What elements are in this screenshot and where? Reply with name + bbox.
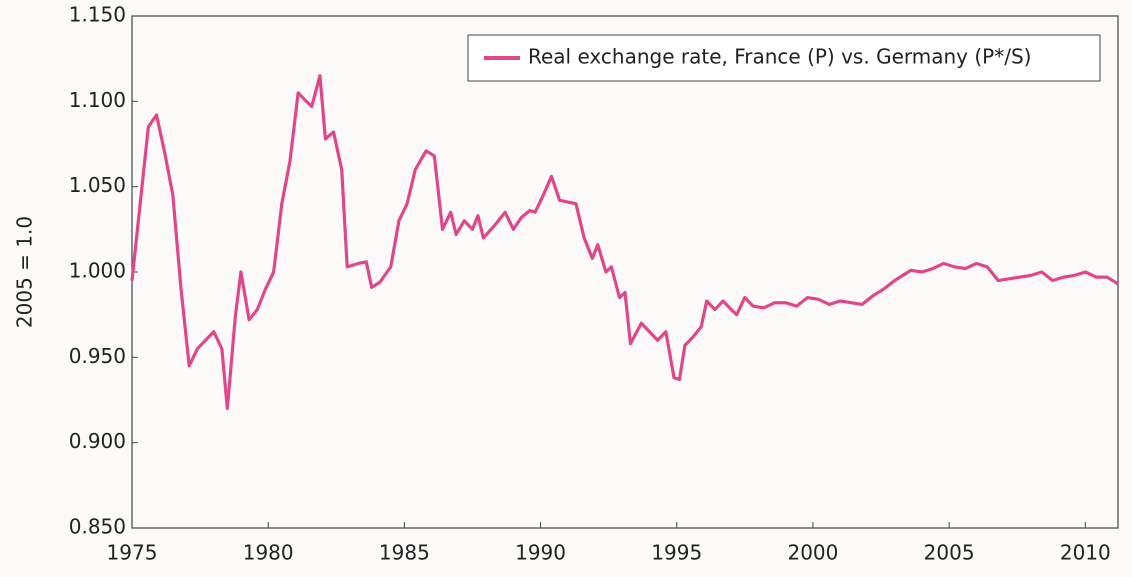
- y-tick-label: 0.850: [69, 515, 126, 539]
- x-tick-label: 1990: [515, 541, 566, 565]
- series-line: [130, 74, 1119, 411]
- x-tick-label: 1995: [651, 541, 702, 565]
- legend-box: [467, 34, 1101, 82]
- y-tick-label: 1.150: [69, 3, 126, 27]
- plot-frame: [131, 15, 1119, 529]
- legend-label: Real exchange rate, France (P) vs. Germa…: [528, 45, 1031, 69]
- y-tick-label: 0.900: [69, 429, 126, 453]
- y-axis-label: 2005 = 1.0: [13, 216, 37, 328]
- x-tick-label: 1980: [243, 541, 294, 565]
- y-tick-label: 1.100: [69, 88, 126, 112]
- x-tick-label: 2010: [1060, 541, 1111, 565]
- y-tick-label: 0.950: [69, 344, 126, 368]
- y-tick-label: 1.050: [69, 173, 126, 197]
- x-tick-label: 2000: [787, 541, 838, 565]
- y-tick-label: 1.000: [69, 259, 126, 283]
- x-tick-label: 1985: [379, 541, 430, 565]
- x-tick-label: 2005: [924, 541, 975, 565]
- x-tick-label: 1975: [107, 541, 158, 565]
